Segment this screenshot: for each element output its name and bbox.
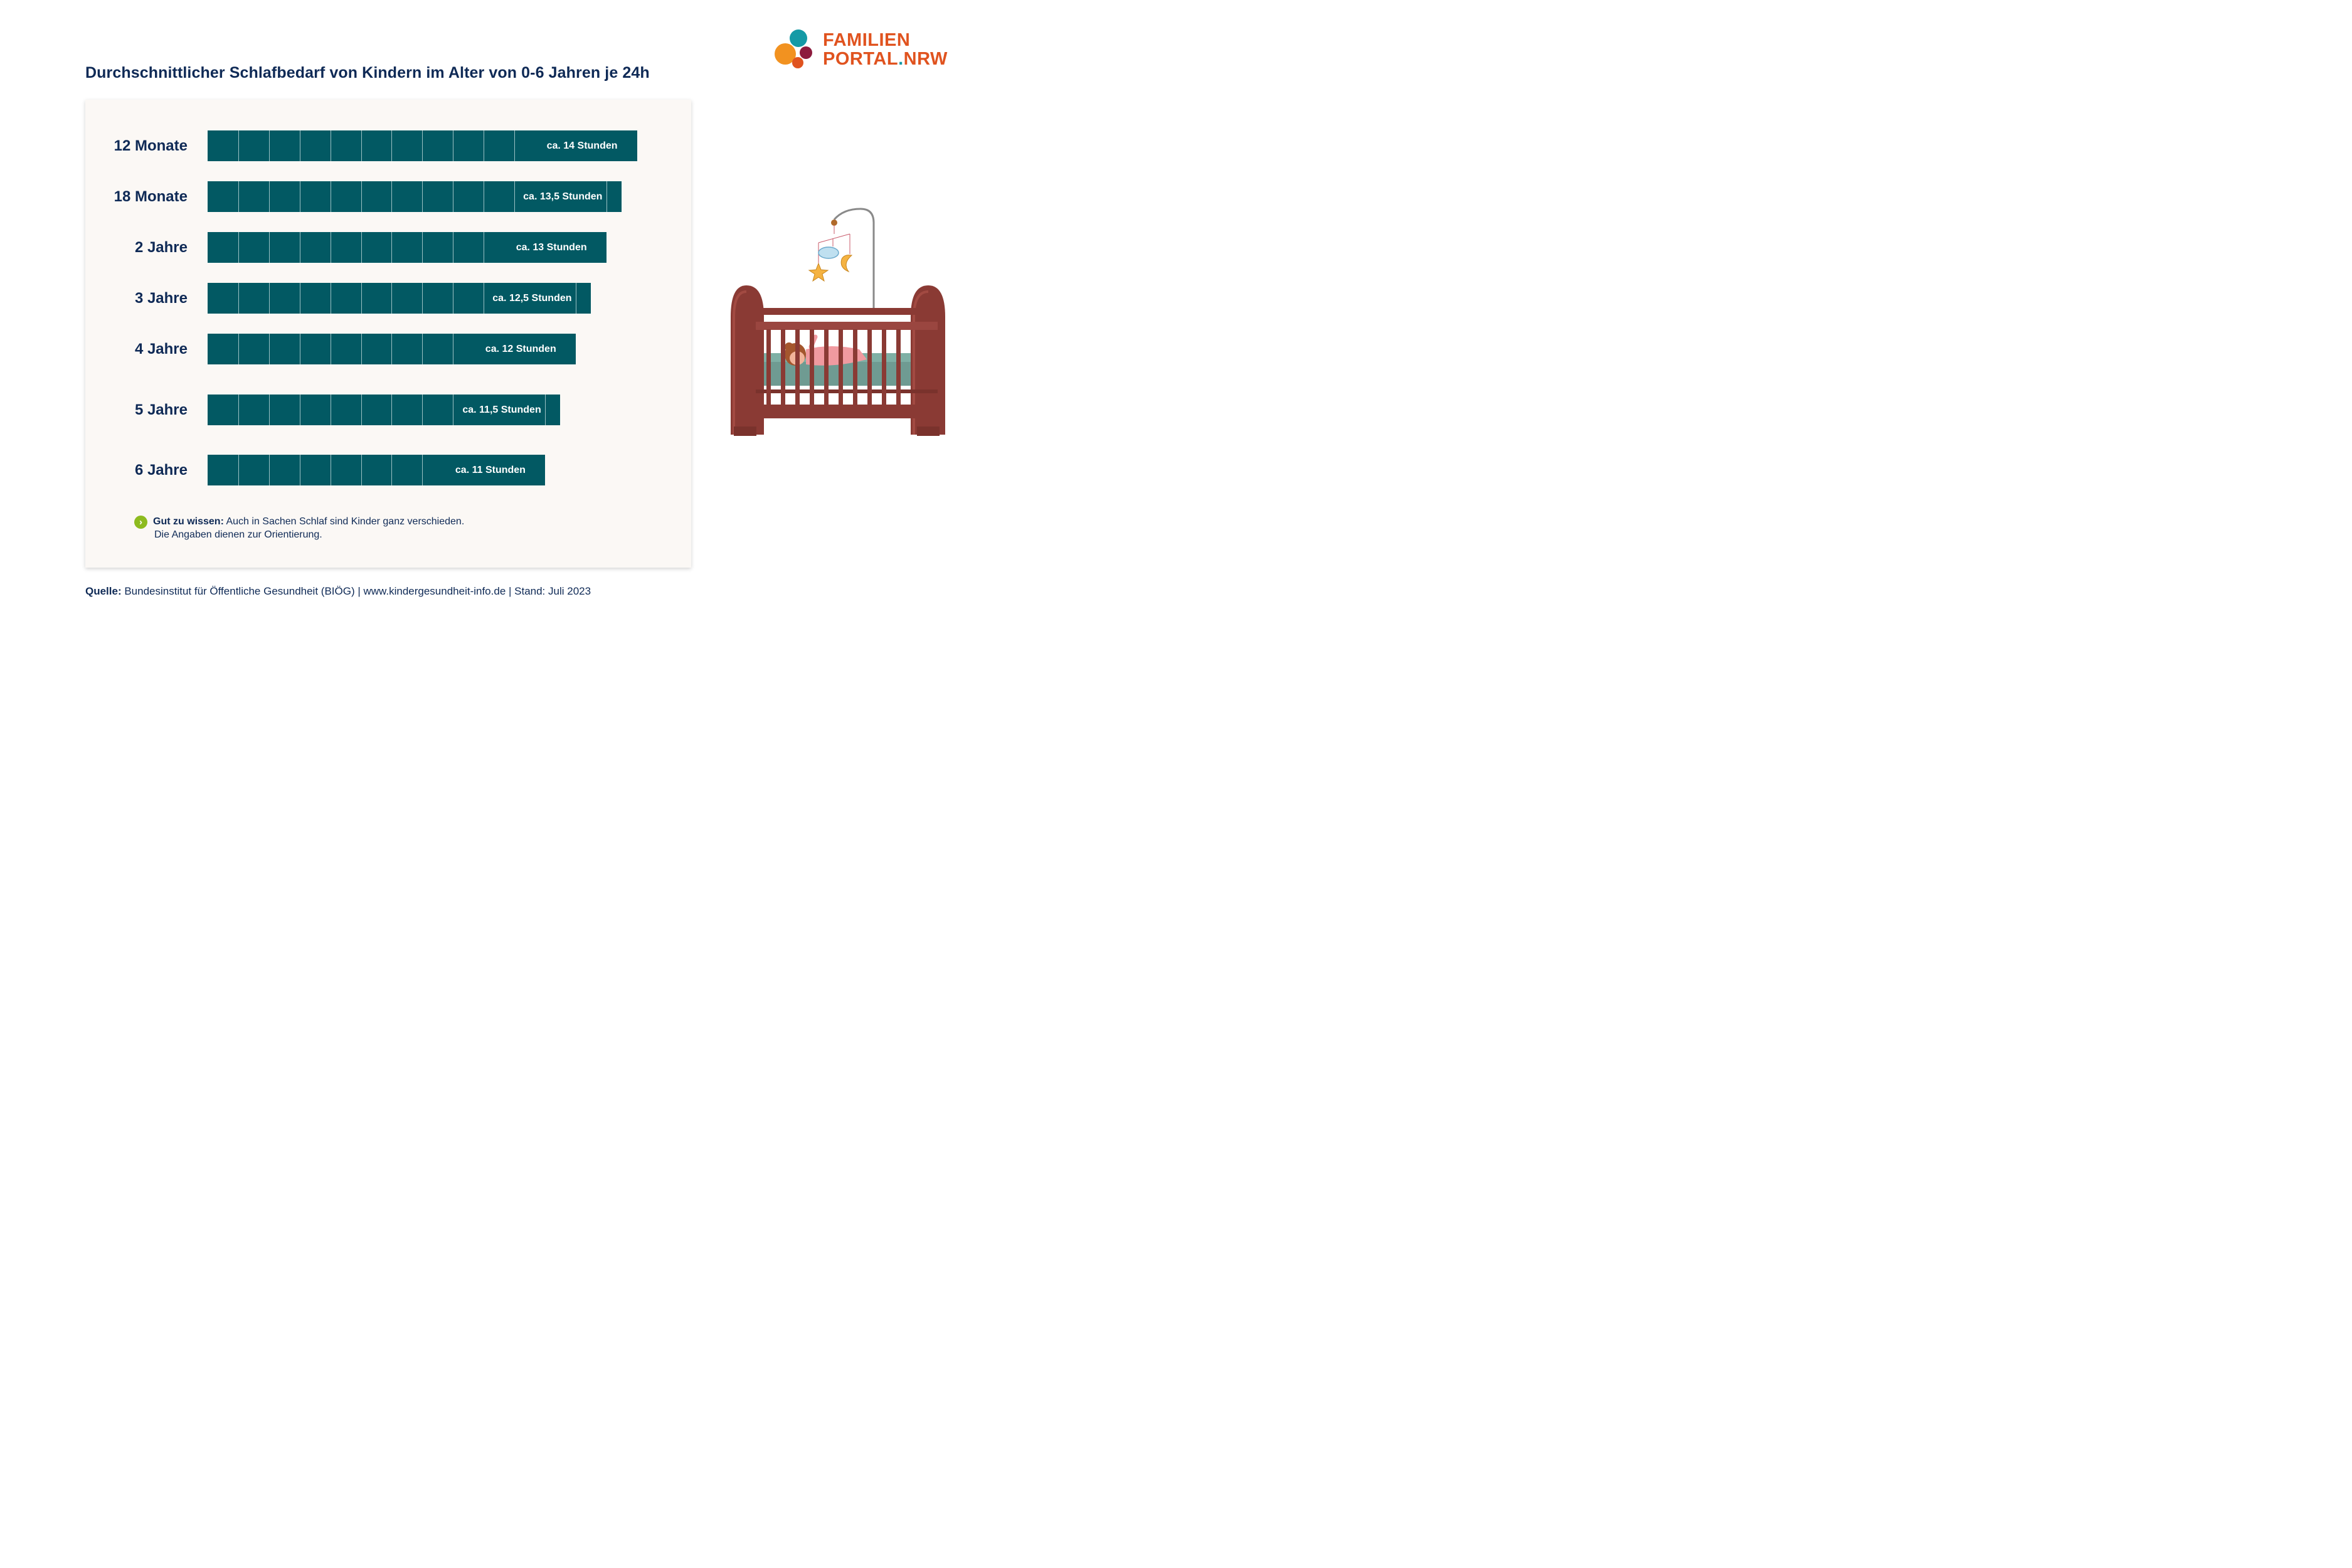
bar: ca. 11 Stunden <box>208 455 545 485</box>
bar-data-label: ca. 14 Stunden <box>544 130 620 161</box>
category-label: 12 Monate <box>114 137 188 154</box>
bar-segment-divider <box>514 130 515 161</box>
category-label: 5 Jahre <box>134 401 188 418</box>
bar-segment-divider <box>268 283 270 314</box>
bar-segment-divider <box>422 334 423 364</box>
category-label: 6 Jahre <box>134 462 188 479</box>
bar-segment-divider <box>422 283 423 314</box>
category-label: 3 Jahre <box>134 290 188 307</box>
bar-data-label: ca. 11,5 Stunden <box>460 395 544 425</box>
bar-segment-divider <box>238 455 239 485</box>
bar-segment-divider <box>544 395 546 425</box>
bar-segment-divider <box>238 395 239 425</box>
bar-segment-divider <box>391 130 393 161</box>
chart-title: Durchschnittlicher Schlafbedarf von Kind… <box>85 64 650 82</box>
bar-segment-divider <box>238 232 239 263</box>
bar-segment-divider <box>422 130 423 161</box>
crib-illustration <box>731 208 945 436</box>
bar-segment-divider <box>391 283 393 314</box>
bar-segment-divider <box>268 130 270 161</box>
bar-segment-divider <box>391 232 393 263</box>
bar-data-label: ca. 13 Stunden <box>513 232 590 263</box>
bar-segment-divider <box>361 130 362 161</box>
bar-data-label: ca. 12,5 Stunden <box>490 283 575 314</box>
bar-segment-divider <box>238 283 239 314</box>
bar-segment-divider <box>361 283 362 314</box>
bar-segment-divider <box>391 455 393 485</box>
bar: ca. 13 Stunden <box>208 232 607 263</box>
note-line-2: Die Angaben dienen zur Orientierung. <box>154 529 322 540</box>
bar: ca. 13,5 Stunden <box>208 181 622 212</box>
bar-segment-divider <box>391 395 393 425</box>
logo-text-familien: FAMILIEN <box>823 30 911 50</box>
bar-data-label: ca. 12 Stunden <box>482 334 559 364</box>
source-line: Quelle: Bundesinstitut für Öffentliche G… <box>85 585 591 597</box>
bar-segment-divider <box>361 395 362 425</box>
bar: ca. 12 Stunden <box>208 334 576 364</box>
bar-segment-divider <box>391 334 393 364</box>
chevron-right-icon: › <box>134 516 147 529</box>
bar-segment-divider <box>268 232 270 263</box>
bar-segment-divider <box>361 455 362 485</box>
bar: ca. 14 Stunden <box>208 130 637 161</box>
logo-text-portal: PORTAL.NRW <box>823 49 948 69</box>
bar-data-label: ca. 13,5 Stunden <box>521 181 605 212</box>
bar-segment-divider <box>361 232 362 263</box>
logo-mark-icon <box>775 29 812 68</box>
bar: ca. 11,5 Stunden <box>208 395 561 425</box>
bar-segment-divider <box>268 395 270 425</box>
bar-data-label: ca. 11 Stunden <box>452 455 528 485</box>
bar-segment-divider <box>238 334 239 364</box>
bar-segment-divider <box>238 130 239 161</box>
note-line-1: Gut zu wissen: Auch in Sachen Schlaf sin… <box>153 516 465 527</box>
bar: ca. 12,5 Stunden <box>208 283 591 314</box>
bar-segment-divider <box>422 181 423 212</box>
bar-segment-divider <box>514 181 515 212</box>
category-label: 2 Jahre <box>134 239 188 256</box>
bar-segment-divider <box>268 334 270 364</box>
category-label: 18 Monate <box>114 188 188 205</box>
familienportal-logo[interactable]: FAMILIEN PORTAL.NRW <box>773 28 961 70</box>
bar-segment-divider <box>422 455 423 485</box>
bar-segment-divider <box>422 232 423 263</box>
bar-segment-divider <box>238 181 239 212</box>
bar-segment-divider <box>268 455 270 485</box>
category-label: 4 Jahre <box>134 341 188 358</box>
bar-segment-divider <box>268 181 270 212</box>
bar-segment-divider <box>361 334 362 364</box>
bar-segment-divider <box>422 395 423 425</box>
bar-segment-divider <box>361 181 362 212</box>
bar-segment-divider <box>391 181 393 212</box>
